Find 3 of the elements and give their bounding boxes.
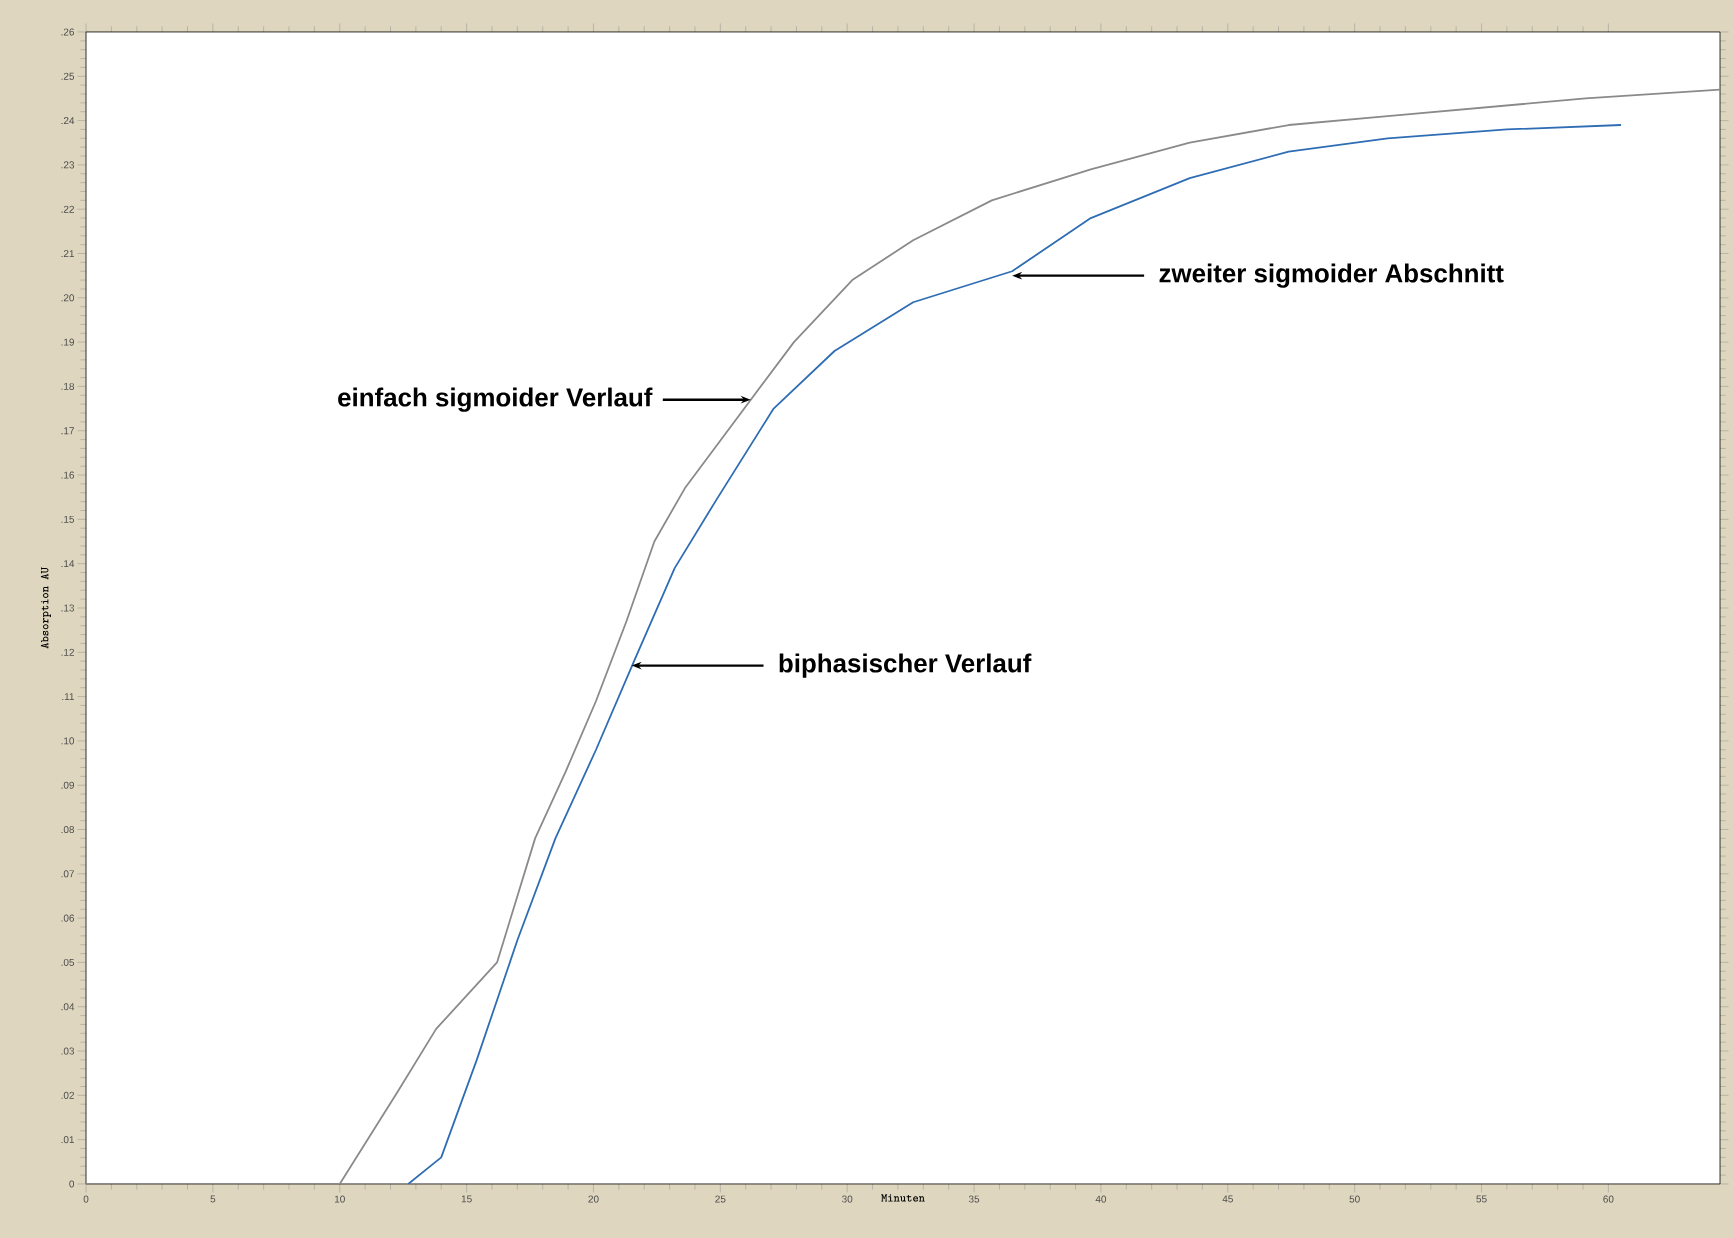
annotation: zweiter sigmoider Abschnitt (1159, 263, 1504, 288)
annotation: biphasischer Verlauf (779, 653, 1032, 678)
annotation: einfach sigmoider Verlauf (338, 387, 653, 412)
